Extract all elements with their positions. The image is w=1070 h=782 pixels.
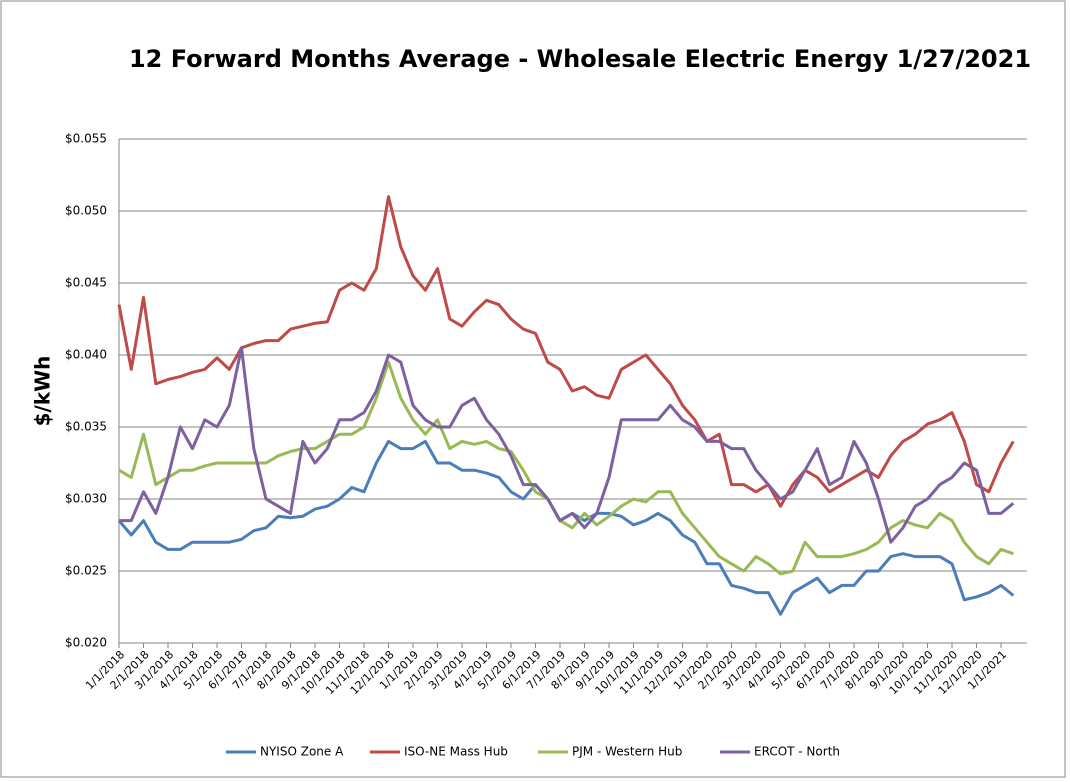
- legend-label: NYISO Zone A: [260, 745, 344, 759]
- y-tick-label: $0.020: [65, 636, 107, 650]
- y-axis-label: $/kWh: [31, 356, 55, 427]
- legend-label: PJM - Western Hub: [572, 745, 682, 759]
- y-tick-label: $0.030: [65, 492, 107, 506]
- y-tick-label: $0.040: [65, 348, 107, 362]
- y-tick-label: $0.025: [65, 564, 107, 578]
- chart-title: 12 Forward Months Average - Wholesale El…: [129, 45, 1031, 73]
- legend-label: ISO-NE Mass Hub: [404, 745, 508, 759]
- legend-label: ERCOT - North: [754, 745, 840, 759]
- y-tick-label: $0.050: [65, 204, 107, 218]
- y-tick-label: $0.035: [65, 420, 107, 434]
- series-line: [118, 360, 1014, 576]
- y-tick-label: $0.045: [65, 276, 107, 290]
- series-line: [119, 346, 1015, 544]
- series-line: [117, 195, 1015, 508]
- y-tick-label: $0.055: [65, 132, 107, 146]
